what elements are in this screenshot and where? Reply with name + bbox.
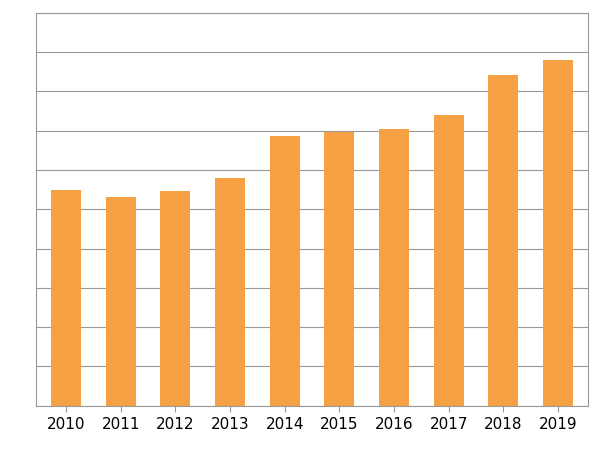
Bar xyxy=(160,192,190,406)
Bar xyxy=(215,178,245,406)
Bar xyxy=(51,190,81,406)
Bar xyxy=(324,133,355,406)
Bar xyxy=(269,137,300,406)
Bar xyxy=(379,129,409,406)
Bar xyxy=(543,60,573,406)
Bar xyxy=(106,198,136,406)
Bar xyxy=(434,115,464,406)
Bar xyxy=(488,76,518,406)
